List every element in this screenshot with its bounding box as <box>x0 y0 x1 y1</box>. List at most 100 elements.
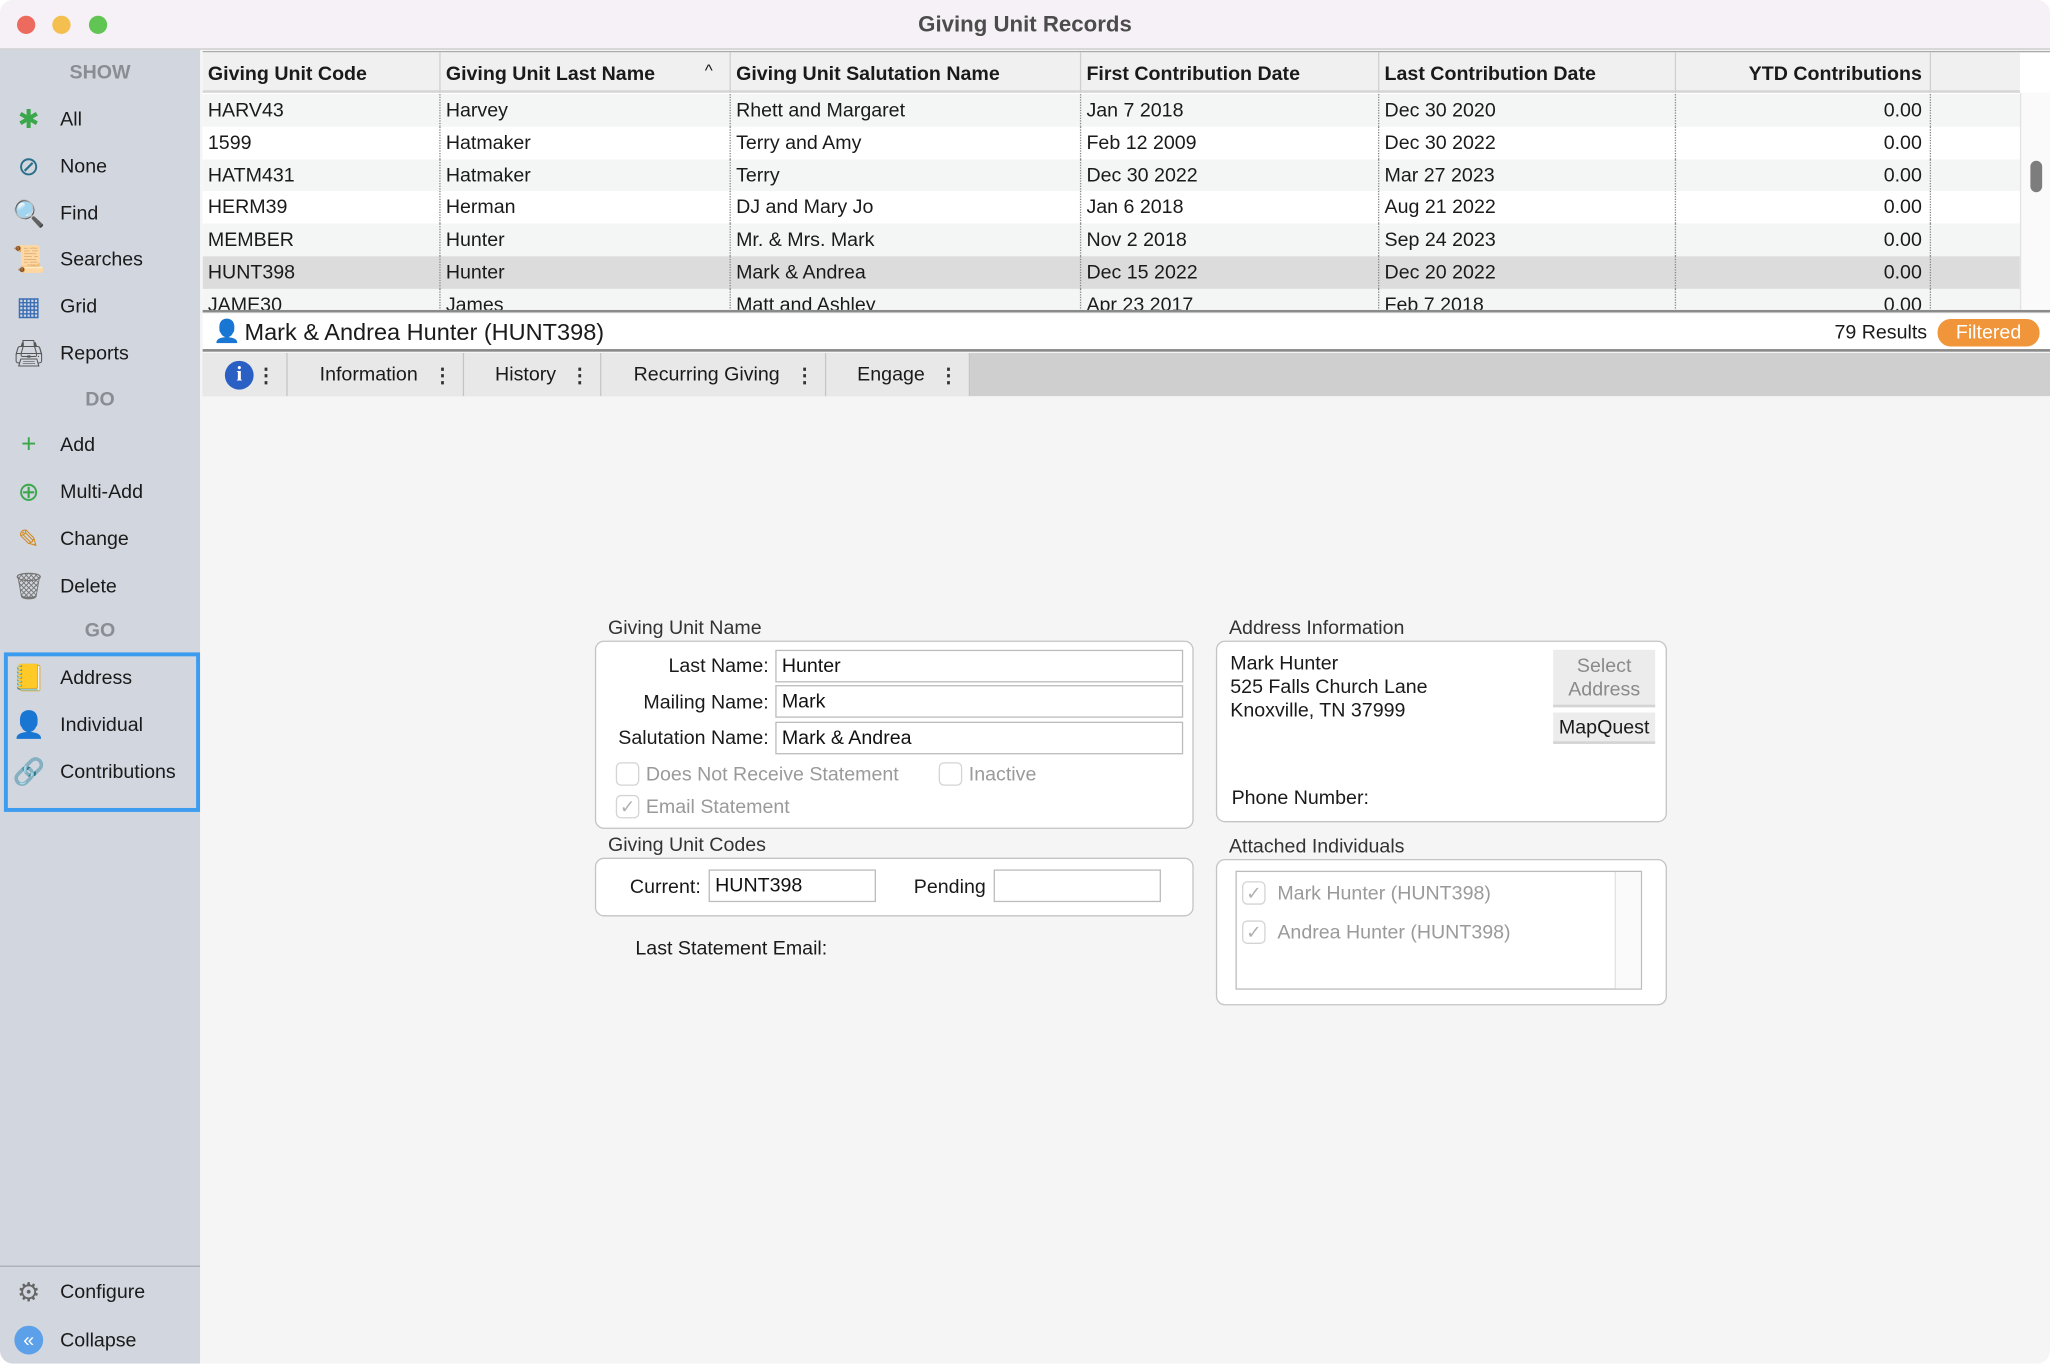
tab-menu-icon[interactable]: ⋮ <box>570 364 590 387</box>
column-header[interactable]: Giving Unit Salutation Name <box>731 52 1082 93</box>
column-header[interactable]: Giving Unit Code <box>203 52 441 93</box>
table-scrollbar[interactable] <box>2019 92 2050 310</box>
inactive-checkbox[interactable] <box>938 762 963 786</box>
table-cell: Dec 30 2022 <box>1081 158 1380 192</box>
sidebar-item-multi-add[interactable]: ⊕ Multi-Add <box>10 472 196 511</box>
sidebar-item-label: Add <box>60 433 96 456</box>
sidebar-item-collapse[interactable]: « Collapse <box>10 1320 196 1359</box>
mapquest-button[interactable]: MapQuest <box>1553 712 1656 744</box>
tab-info[interactable]: i ⋮ <box>202 352 288 397</box>
tab-history[interactable]: History ⋮ <box>464 352 602 397</box>
table-row[interactable]: HERM39 Herman DJ and Mary Jo Jan 6 2018 Aug … <box>202 191 2020 225</box>
table-row[interactable]: 1599 Hatmaker Terry and Amy Feb 12 2009 Dec … <box>202 126 2020 160</box>
zoom-window-button[interactable] <box>88 15 108 34</box>
sidebar-item-label: Configure <box>60 1280 146 1303</box>
table-cell: Hatmaker <box>441 126 731 160</box>
sidebar-item-none[interactable]: ⊘ None <box>10 146 196 185</box>
table-row[interactable]: JAME30 James Matt and Ashley Apr 23 2017 Feb… <box>202 288 2020 310</box>
mailing-name-field[interactable] <box>775 685 1184 718</box>
pending-code-field[interactable] <box>993 869 1161 903</box>
sidebar-item-all[interactable]: ✱ All <box>10 99 196 138</box>
attached-individuals-heading: Attached Individuals <box>1228 835 1405 858</box>
sidebar-item-label: Change <box>60 527 129 550</box>
does-not-receive-statement-checkbox[interactable] <box>615 762 640 786</box>
list-item[interactable]: Mark Hunter (HUNT398) <box>1277 882 1491 905</box>
individual-checkbox[interactable]: ✓ <box>1242 920 1266 944</box>
table-cell: Mark & Andrea <box>731 256 1082 289</box>
table-cell: Dec 30 2020 <box>1379 94 1677 127</box>
printer-icon: 🖨 <box>12 339 46 369</box>
trash-icon: 🗑 <box>12 571 46 601</box>
table-cell: Mr. & Mrs. Mark <box>731 223 1082 257</box>
info-icon: i <box>224 360 254 390</box>
table-cell: JAME30 <box>203 288 441 310</box>
table-cell: Terry <box>731 158 1082 192</box>
phone-number-label: Phone Number: <box>1231 787 1369 810</box>
table-cell: MEMBER <box>203 223 441 257</box>
table-cell: HARV43 <box>203 94 441 127</box>
minimize-window-button[interactable] <box>52 15 71 34</box>
salutation-name-field[interactable] <box>775 721 1184 755</box>
table-row[interactable]: HUNT398 Hunter Mark & Andrea Dec 15 2022 Dec… <box>202 256 2020 289</box>
table-cell: Nov 2 2018 <box>1081 223 1380 257</box>
record-title: Mark & Andrea Hunter (HUNT398) <box>244 319 605 346</box>
sidebar-item-reports[interactable]: 🖨 Reports <box>10 333 196 372</box>
sidebar-item-change[interactable]: ✎ Change <box>10 519 196 558</box>
contributions-icon: 🔗 <box>12 757 46 787</box>
email-statement-checkbox[interactable]: ✓ <box>615 794 640 819</box>
sidebar-item-grid[interactable]: ▦ Grid <box>10 286 196 325</box>
address-line: Knoxville, TN 37999 <box>1230 699 1406 722</box>
tab-information[interactable]: Information ⋮ <box>287 352 465 397</box>
column-header[interactable]: YTD Contributions <box>1676 52 1932 93</box>
column-header[interactable]: Giving Unit Last Name <box>441 52 731 93</box>
sidebar-item-delete[interactable]: 🗑 Delete <box>10 566 196 605</box>
sort-ascending-icon[interactable]: ^ <box>704 60 713 80</box>
table-row[interactable]: MEMBER Hunter Mr. & Mrs. Mark Nov 2 2018 Sep… <box>202 223 2020 257</box>
tab-menu-icon[interactable]: ⋮ <box>938 364 959 387</box>
individual-checkbox[interactable]: ✓ <box>1242 881 1266 905</box>
select-address-button[interactable]: Select Address <box>1553 649 1656 708</box>
inactive-label: Inactive <box>968 763 1037 786</box>
current-code-field[interactable] <box>708 869 876 903</box>
table-cell: Hunter <box>441 256 731 289</box>
tab-recurring-giving[interactable]: Recurring Giving ⋮ <box>601 352 827 397</box>
list-item[interactable]: Andrea Hunter (HUNT398) <box>1277 921 1511 944</box>
filtered-badge[interactable]: Filtered <box>1937 319 2040 347</box>
sidebar-item-address[interactable]: 📒 Address <box>10 658 196 697</box>
table-cell: 0.00 <box>1676 223 1932 257</box>
individuals-list: ✓ Mark Hunter (HUNT398) ✓ Andrea Hunter … <box>1235 870 1643 990</box>
address-line: 525 Falls Church Lane <box>1230 675 1428 699</box>
collapse-icon: « <box>14 1325 44 1355</box>
table-cell: Feb 7 2018 <box>1379 288 1677 310</box>
table-cell: Matt and Ashley <box>731 288 1082 310</box>
giving-unit-name-heading: Giving Unit Name <box>607 617 762 640</box>
table-cell: James <box>441 288 731 310</box>
tab-menu-icon[interactable]: ⋮ <box>256 364 276 387</box>
sidebar-item-configure[interactable]: ⚙ Configure <box>10 1272 196 1311</box>
tab-engage[interactable]: Engage ⋮ <box>826 352 971 397</box>
sidebar-item-label: Contributions <box>60 760 176 783</box>
table-row[interactable]: HARV43 Harvey Rhett and Margaret Jan 7 2018… <box>202 94 2020 127</box>
sidebar-item-label: None <box>60 154 108 178</box>
column-header[interactable]: First Contribution Date <box>1081 52 1380 93</box>
table-cell: Hatmaker <box>441 158 731 192</box>
table-cell: DJ and Mary Jo <box>731 191 1082 225</box>
sidebar-item-add[interactable]: + Add <box>10 425 196 464</box>
sidebar-item-contributions[interactable]: 🔗 Contributions <box>10 752 196 791</box>
tab-menu-icon[interactable]: ⋮ <box>432 364 453 387</box>
tab-menu-icon[interactable]: ⋮ <box>794 364 815 387</box>
table-row[interactable]: HATM431 Hatmaker Terry Dec 30 2022 Mar 27 20… <box>202 158 2020 192</box>
column-header[interactable]: Last Contribution Date <box>1379 52 1677 93</box>
sidebar-item-individual[interactable]: 👤 Individual <box>10 705 196 744</box>
tab-label: Recurring Giving <box>633 363 780 386</box>
sidebar-divider <box>0 1265 201 1267</box>
sidebar-item-label: Reports <box>60 341 129 365</box>
scrollbar-thumb[interactable] <box>2030 160 2043 193</box>
table-cell: Herman <box>441 191 731 225</box>
last-name-field[interactable] <box>775 649 1184 683</box>
table-cell: Mar 27 2023 <box>1379 158 1677 192</box>
list-scrollbar[interactable] <box>1614 872 1641 989</box>
close-window-button[interactable] <box>16 15 36 34</box>
sidebar-item-find[interactable]: 🔍 Find <box>10 193 196 232</box>
sidebar-item-searches[interactable]: 📜 Searches <box>10 239 196 278</box>
